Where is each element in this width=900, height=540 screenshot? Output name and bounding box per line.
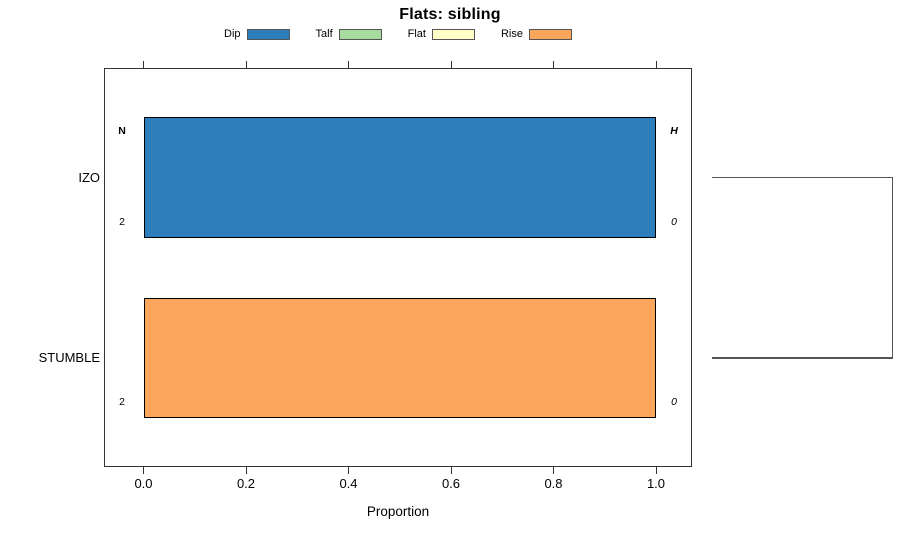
legend-item-flat: Flat (408, 28, 475, 40)
chart-title: Flats: sibling (399, 6, 501, 23)
x-tick-label: 0.4 (339, 476, 358, 491)
x-tick-top (348, 61, 349, 68)
bar-h-value: 0 (671, 216, 677, 228)
bar-segment-dip (143, 117, 656, 238)
x-tick-label: 0.2 (236, 476, 256, 491)
x-tick-bottom (143, 467, 144, 474)
legend: Dip Talf Flat Rise (104, 26, 692, 42)
x-tick-bottom (450, 467, 452, 474)
dendrogram-join-line (891, 176, 893, 359)
dendrogram-branch-bottom (712, 357, 893, 359)
bar-h-value: 0 (671, 396, 677, 408)
x-axis-label: Proportion (366, 504, 430, 519)
x-tick-bottom (655, 467, 657, 474)
legend-item-rise: Rise (501, 28, 572, 40)
legend-color-swatch (338, 28, 382, 40)
x-tick-bottom (348, 467, 349, 474)
y-category-label: STUMBLE (38, 350, 100, 365)
legend-item-dip: Dip (224, 28, 290, 40)
legend-color-swatch (246, 28, 290, 40)
legend-color-swatch (431, 28, 475, 40)
bar-n-value: 2 (119, 396, 125, 408)
x-tick-bottom (245, 467, 247, 474)
x-tick-label: 1.0 (646, 476, 666, 491)
x-tick-top (655, 61, 657, 68)
bar-n-value: 2 (119, 216, 125, 228)
x-tick-top (245, 61, 247, 68)
x-tick-label: 0.0 (134, 476, 153, 491)
x-tick-top (450, 61, 452, 68)
n-column-header: N (118, 125, 126, 137)
x-tick-label: 0.8 (544, 476, 563, 491)
x-tick-bottom (553, 467, 554, 474)
dendrogram-branch-top (712, 176, 893, 179)
x-tick-label: 0.6 (441, 476, 461, 491)
x-tick-top (553, 61, 554, 68)
legend-label: Rise (500, 28, 523, 40)
y-category-label: IZO (78, 169, 100, 185)
legend-label: Talf (315, 28, 333, 40)
legend-item-talf: Talf (316, 28, 382, 40)
h-column-header: H (670, 125, 678, 137)
legend-label: Flat (407, 28, 426, 40)
bar-segment-rise (143, 298, 656, 418)
legend-label: Dip (224, 28, 241, 40)
legend-color-swatch (529, 28, 572, 40)
x-tick-top (143, 61, 144, 68)
